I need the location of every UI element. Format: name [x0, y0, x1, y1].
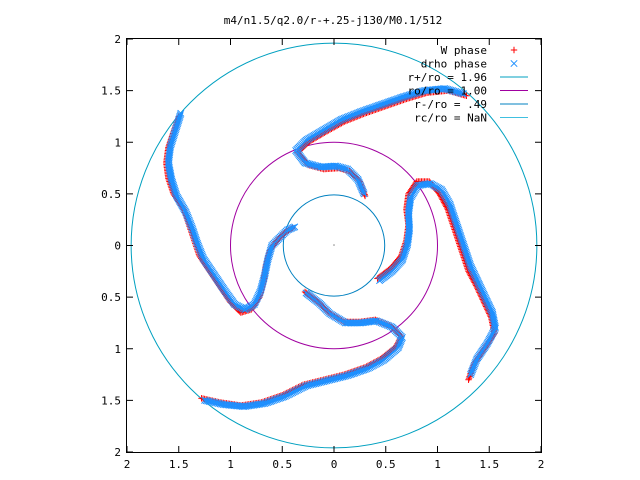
w-phase-point — [465, 268, 472, 275]
drho-phase-point — [302, 289, 310, 297]
drho-phase-point — [359, 188, 367, 196]
x-tick-label: 0.5 — [376, 458, 396, 471]
legend-label: r+/ro = 1.96 — [408, 71, 487, 84]
w-phase-point — [466, 269, 473, 276]
y-tick-label: 0 — [114, 240, 121, 253]
y-tick-label: 1 — [114, 136, 121, 149]
legend-sample — [510, 59, 518, 68]
reference-circle — [282, 194, 386, 297]
w-phase-point — [465, 376, 472, 383]
w-phase-point — [441, 200, 449, 207]
y-tick-label: 0.5 — [101, 291, 121, 304]
legend-label: rc/ro = NaN — [414, 112, 487, 125]
w-phase-point — [464, 266, 472, 273]
x-tick-label: 1.5 — [479, 458, 499, 471]
y-tick-label: 1.5 — [101, 85, 121, 98]
x-tick-label: 2 — [124, 458, 131, 471]
x-tick-label: 0.5 — [272, 458, 292, 471]
reference-circle — [230, 141, 438, 350]
w-phase-point — [440, 199, 448, 206]
legend-label: ro/ro = 1.00 — [408, 85, 487, 98]
chart-title: m4/n1.5/q2.0/r-+.25-j130/M0.1/512 — [224, 14, 443, 27]
w-phase-point — [464, 265, 471, 272]
y-tick-label: 1.5 — [101, 394, 121, 407]
phase-markers — [163, 85, 500, 411]
x-tick-label: 0 — [331, 458, 338, 471]
w-phase-point — [466, 270, 474, 278]
drho-phase-point — [291, 223, 299, 231]
plot-frame — [126, 38, 542, 453]
drho-phase-point — [398, 335, 406, 343]
x-tick-label: 1.5 — [169, 458, 189, 471]
y-tick-label: 2 — [114, 33, 121, 46]
legend-label: drho phase — [421, 58, 487, 71]
legend-label: r-/ro = .49 — [414, 98, 487, 111]
x-tick-label: 1 — [434, 458, 441, 471]
x-tick-label: 2 — [538, 458, 545, 471]
y-tick-label: 0.5 — [101, 188, 121, 201]
drho-phase-point — [289, 223, 297, 232]
x-tick-label: 1 — [227, 458, 234, 471]
drho-phase-point — [375, 277, 384, 285]
legend-sample — [510, 46, 518, 54]
drho-phase-point — [360, 190, 368, 198]
center-dot — [333, 244, 335, 246]
w-phase-point — [442, 201, 449, 209]
y-tick-label: 1 — [114, 343, 121, 356]
axis-ticks: 2 1.5 1 0.5 0 0.5 1 1.5 221.510.500.511.52 — [101, 33, 544, 471]
legend-label: W phase — [441, 44, 487, 57]
y-tick-label: 2 — [114, 446, 121, 459]
